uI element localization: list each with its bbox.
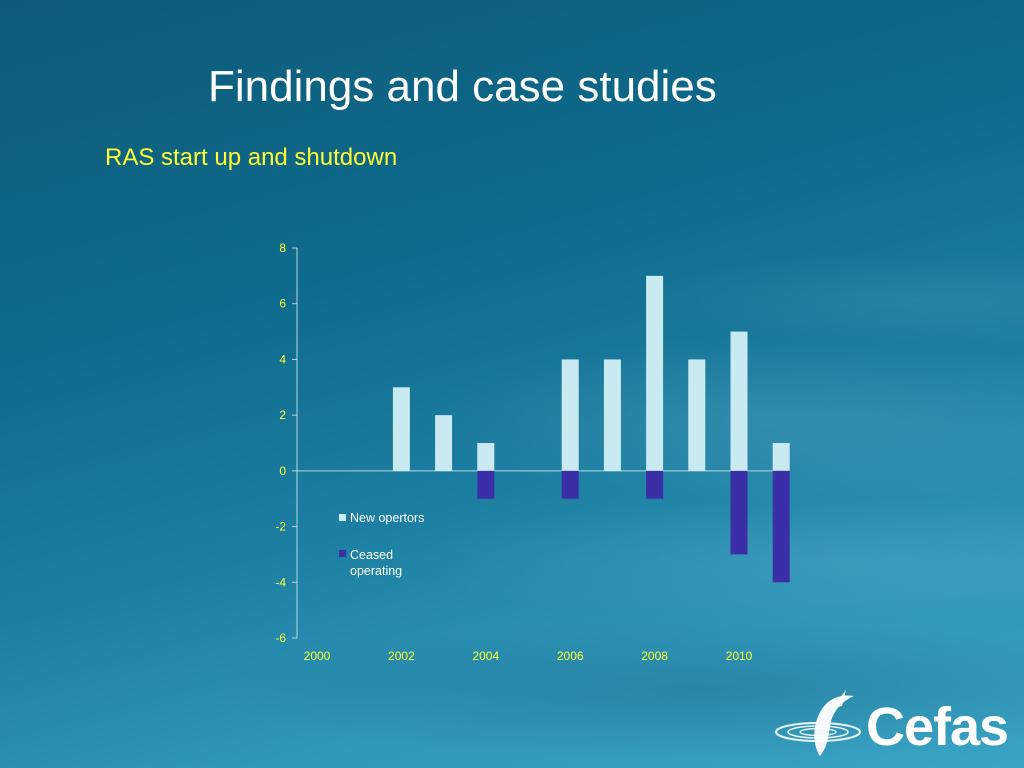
x-tick-label: 2000 xyxy=(304,649,331,663)
bar-new-operators xyxy=(392,387,410,471)
slide-title: Findings and case studies xyxy=(208,62,717,111)
bar-new-operators xyxy=(646,275,664,471)
y-tick-label: 8 xyxy=(279,241,286,255)
y-tick-label: 6 xyxy=(279,297,286,311)
bar-ceased-operating xyxy=(772,470,790,583)
y-tick-label: 0 xyxy=(279,464,286,478)
chart-axes xyxy=(296,248,776,638)
x-tick-label: 2008 xyxy=(641,649,668,663)
bar-new-operators xyxy=(730,331,748,471)
cefas-logo-icon xyxy=(775,690,861,756)
x-tick-label: 2010 xyxy=(726,649,753,663)
legend-label-ceased-operating: Ceased operating xyxy=(350,548,402,578)
legend-swatch-new-operators xyxy=(339,514,346,521)
bar-new-operators xyxy=(435,415,453,471)
chart-ticks: -6 -4 -2 0 2 4 6 8 2000 2002 2004 2006 2008 2010 xyxy=(275,241,752,663)
bar-new-operators xyxy=(603,359,621,471)
bar-ceased-operating xyxy=(561,470,579,499)
bar-ceased-operating xyxy=(646,470,664,499)
y-tick-label: -6 xyxy=(275,631,286,645)
chart-legend: New opertors Ceased operating xyxy=(339,511,424,578)
x-tick-label: 2002 xyxy=(388,649,415,663)
y-tick-label: 2 xyxy=(279,408,286,422)
bar-ceased-operating xyxy=(477,470,495,499)
cefas-logo-text: Cefas xyxy=(866,697,1009,757)
bar-new-operators xyxy=(561,359,579,471)
bar-ceased-operating xyxy=(730,470,748,555)
y-tick-label: -4 xyxy=(275,575,286,589)
y-tick-label: 4 xyxy=(279,352,286,366)
y-tick-label: -2 xyxy=(275,520,286,534)
legend-swatch-ceased-operating xyxy=(339,550,346,557)
legend-label-new-operators: New opertors xyxy=(350,511,424,525)
x-tick-label: 2006 xyxy=(557,649,584,663)
bar-new-operators xyxy=(688,359,706,471)
slide-subtitle: RAS start up and shutdown xyxy=(105,144,398,171)
bar-new-operators xyxy=(772,443,790,471)
chart-bars xyxy=(392,275,790,583)
bar-new-operators xyxy=(477,443,495,471)
x-tick-label: 2004 xyxy=(472,649,499,663)
